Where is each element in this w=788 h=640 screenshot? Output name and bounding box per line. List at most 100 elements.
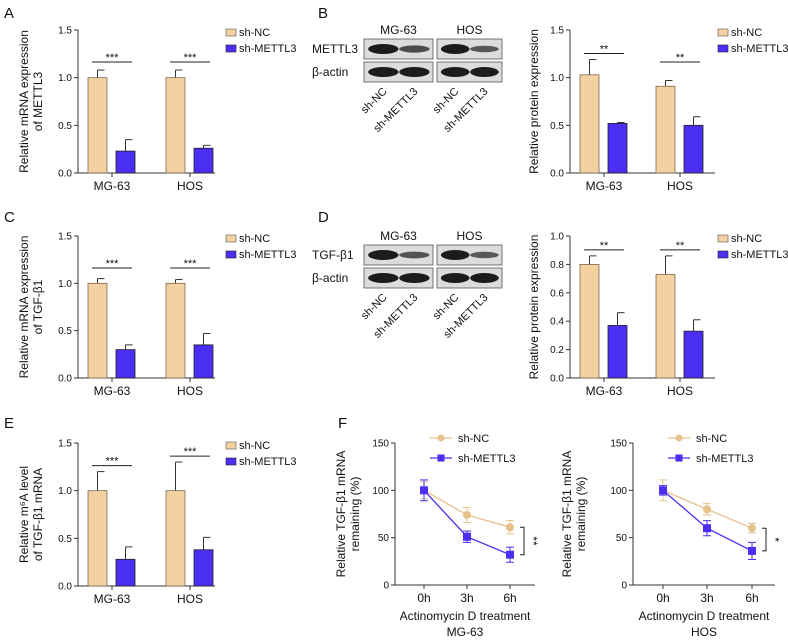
blot-band — [440, 67, 470, 77]
legend-marker-sh-mettl3 — [675, 454, 683, 462]
y-tick-label: 0.0 — [550, 169, 564, 180]
blot-band — [440, 250, 470, 260]
y-tick-label: 0.4 — [550, 317, 564, 328]
x-tick-label: MG-63 — [94, 592, 131, 606]
y-tick-label: 1.0 — [58, 279, 72, 290]
panel-label-a: A — [4, 5, 14, 22]
x-tick-label: 6h — [745, 591, 758, 605]
blot-band — [399, 45, 430, 53]
legend-label-sh-mettl3: sh-METTL3 — [731, 43, 788, 55]
y-tick-label: 0.0 — [550, 374, 564, 385]
y-tick-label: 1.5 — [58, 232, 72, 243]
y-tick-label: 150 — [372, 439, 389, 450]
y-tick-label: 1.0 — [550, 232, 564, 243]
significance-marker: * — [768, 537, 782, 542]
significance-marker: ** — [600, 240, 609, 252]
y-tick-label: 100 — [610, 486, 627, 497]
x-tick-label: HOS — [177, 592, 203, 606]
blot-band — [368, 67, 399, 77]
legend-swatch-sh-mettl3 — [225, 250, 237, 259]
bar-sh-mettl3 — [607, 123, 628, 174]
x-tick-label: 6h — [503, 591, 516, 605]
y-tick-label: 0 — [383, 581, 389, 592]
bar-sh-nc — [87, 490, 108, 587]
y-tick-label: 0.5 — [58, 534, 72, 545]
y-tick-label: 0.0 — [58, 169, 72, 180]
x-tick-label: HOS — [667, 179, 693, 193]
y-tick-label: 0.5 — [550, 121, 564, 132]
panel-label-b: B — [318, 5, 328, 22]
bar-sh-nc — [165, 490, 186, 587]
blot-band — [440, 44, 470, 54]
y-axis-label: remaining (%) — [348, 477, 362, 552]
x-tick-label: MG-63 — [586, 384, 623, 398]
blot-band — [399, 251, 430, 259]
legend-label-sh-nc: sh-NC — [239, 233, 270, 245]
chart-subtitle: HOS — [691, 625, 717, 639]
y-tick-label: 1.0 — [58, 73, 72, 84]
y-axis-label: of METTL3 — [31, 72, 45, 132]
blot-row-label: TGF-β1 — [312, 248, 354, 262]
y-axis-label: of TGF-β1 mRNA — [31, 468, 45, 561]
bar-sh-mettl3 — [193, 344, 214, 379]
bar-sh-mettl3 — [683, 330, 704, 379]
blot-band — [470, 251, 499, 259]
x-tick-label: 3h — [460, 591, 473, 605]
bar-sh-mettl3 — [115, 150, 136, 174]
bar-sh-nc — [655, 85, 676, 174]
data-point-sh-nc — [463, 510, 471, 519]
bar-sh-nc — [87, 77, 108, 174]
x-axis-label: Actinomycin D treatment — [400, 609, 531, 623]
bar-sh-mettl3 — [115, 349, 136, 379]
bar-sh-nc — [87, 282, 108, 379]
blot-cell-label: HOS — [456, 229, 482, 243]
blot-row-label: β-actin — [312, 65, 348, 79]
legend-swatch-sh-mettl3 — [717, 44, 729, 53]
legend-label-sh-mettl3: sh-METTL3 — [696, 453, 753, 465]
blot-row-label: β-actin — [312, 271, 348, 285]
blot-band — [470, 67, 499, 77]
bar-sh-nc — [579, 263, 600, 379]
x-axis-label: Actinomycin D treatment — [639, 609, 770, 623]
bar-sh-nc — [165, 77, 186, 174]
data-point-sh-nc — [703, 505, 711, 514]
y-tick-label: 0.0 — [58, 582, 72, 593]
significance-marker: *** — [184, 52, 198, 64]
x-tick-label: 3h — [700, 591, 713, 605]
legend-swatch-sh-nc — [225, 28, 237, 37]
legend-label-sh-mettl3: sh-METTL3 — [458, 453, 515, 465]
chart-subtitle: MG-63 — [447, 625, 484, 639]
bar-sh-mettl3 — [607, 325, 628, 379]
significance-marker: *** — [106, 456, 120, 468]
blot-cell-label: MG-63 — [380, 23, 417, 37]
blot-cell-label: MG-63 — [380, 229, 417, 243]
x-tick-label: HOS — [177, 179, 203, 193]
x-tick-label: HOS — [667, 384, 693, 398]
significance-bracket — [520, 526, 525, 556]
data-point-sh-nc — [748, 524, 756, 533]
bar-sh-mettl3 — [683, 124, 704, 174]
y-axis-label: of TGF-β1 — [31, 279, 45, 334]
significance-marker: *** — [106, 258, 120, 270]
bar-sh-nc — [655, 273, 676, 379]
data-point-sh-mettl3 — [703, 524, 711, 533]
y-tick-label: 0.2 — [550, 345, 564, 356]
legend-label-sh-nc: sh-NC — [239, 27, 270, 39]
legend-marker-sh-mettl3 — [437, 454, 445, 462]
legend-label-sh-mettl3: sh-METTL3 — [239, 43, 296, 55]
legend-label-sh-nc: sh-NC — [696, 433, 727, 445]
y-tick-label: 0.5 — [58, 121, 72, 132]
blot-band — [368, 44, 399, 54]
blot-row-label: METTL3 — [312, 42, 358, 56]
x-tick-label: 0h — [417, 591, 430, 605]
legend-label-sh-nc: sh-NC — [458, 433, 489, 445]
y-tick-label: 1.0 — [550, 73, 564, 84]
y-axis-label: Relative m⁶A level — [17, 466, 31, 563]
legend-marker-sh-nc — [675, 434, 683, 442]
x-tick-label: MG-63 — [94, 384, 131, 398]
legend-swatch-sh-nc — [225, 234, 237, 243]
legend-swatch-sh-nc — [717, 234, 729, 243]
x-tick-label: MG-63 — [94, 179, 131, 193]
y-tick-label: 1.0 — [58, 486, 72, 497]
blot-band — [368, 250, 399, 260]
